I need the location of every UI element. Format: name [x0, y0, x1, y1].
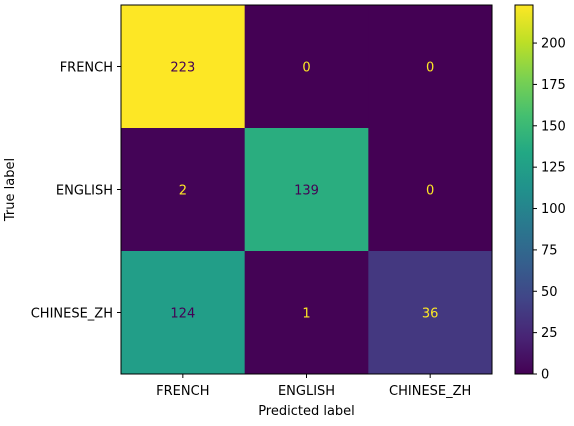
x-tick-label: ENGLISH [278, 384, 335, 399]
heatmap-cells [121, 5, 493, 375]
colorbar-tick-label: 75 [541, 243, 558, 258]
heatmap-cell [121, 5, 246, 129]
colorbar-tick-label: 125 [541, 161, 566, 176]
cell-value-label: 0 [426, 184, 434, 199]
cell-value-label: 0 [426, 61, 434, 76]
x-tick-label: FRENCH [156, 384, 209, 399]
cell-value-label: 124 [170, 307, 195, 322]
heatmap-cell [121, 251, 246, 375]
heatmap-cell [244, 251, 369, 375]
colorbar-ticks: 0 25 50 75 100 125 150 175 200 [533, 37, 566, 383]
colorbar-tick-label: 0 [541, 368, 549, 383]
y-axis-label: True label [3, 158, 18, 222]
x-tick-label: CHINESE_ZH [389, 384, 471, 399]
colorbar-tick-label: 200 [541, 37, 566, 52]
y-tick-label: FRENCH [60, 61, 113, 76]
cell-value-label: 1 [302, 307, 310, 322]
colorbar-tick-label: 100 [541, 202, 566, 217]
x-axis-ticks: FRENCH ENGLISH CHINESE_ZH [156, 374, 471, 399]
y-tick-label: CHINESE_ZH [31, 307, 113, 322]
cell-value-label: 36 [422, 307, 439, 322]
heatmap-value-labels: 223 0 0 2 139 0 124 1 36 [170, 61, 438, 322]
colorbar [514, 4, 534, 375]
cell-value-label: 0 [302, 61, 310, 76]
heatmap-cell [244, 128, 369, 252]
x-axis-label: Predicted label [258, 404, 355, 419]
colorbar-tick-label: 25 [541, 326, 558, 341]
heatmap-cell [368, 128, 493, 252]
cell-value-label: 2 [179, 184, 187, 199]
heatmap-cell [368, 251, 493, 375]
cell-value-label: 139 [294, 184, 319, 199]
y-axis-ticks: FRENCH ENGLISH CHINESE_ZH [31, 61, 121, 322]
y-tick-label: ENGLISH [56, 184, 113, 199]
colorbar-tick-label: 175 [541, 78, 566, 93]
colorbar-tick-label: 150 [541, 119, 566, 134]
colorbar-tick-label: 50 [541, 285, 558, 300]
heatmap-cell [244, 5, 369, 129]
heatmap-cell [368, 5, 493, 129]
cell-value-label: 223 [170, 61, 195, 76]
heatmap-cell [121, 128, 246, 252]
